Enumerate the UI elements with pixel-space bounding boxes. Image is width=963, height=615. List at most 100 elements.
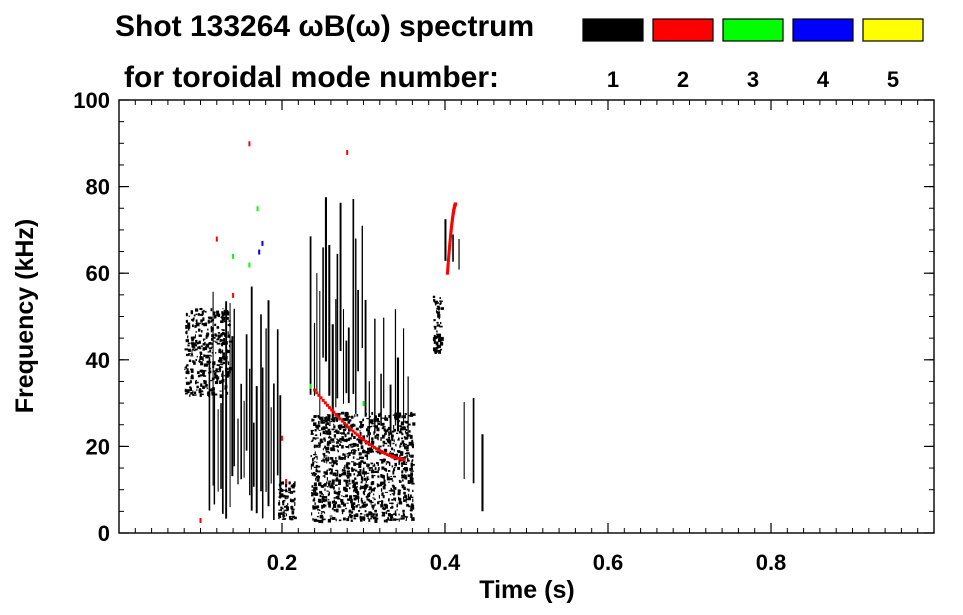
mode-1-blob-3-cell xyxy=(312,461,315,465)
mode-1-blob-3-cell xyxy=(323,429,326,431)
mode-1-blob-0-cell xyxy=(191,343,195,348)
mode-1-blob-3-cell xyxy=(319,514,324,519)
mode-1-blob-3-cell xyxy=(370,462,374,465)
mode-1-blob-0-cell xyxy=(200,361,202,365)
mode-1-blob-3-cell xyxy=(357,448,360,452)
mode-1-blob-0-cell xyxy=(205,343,210,348)
mode-1-blob-3-cell xyxy=(383,442,388,445)
x-tick-label: 0.2 xyxy=(267,550,298,575)
legend-label-mode-1: 1 xyxy=(607,67,619,92)
mode-1-blob-3-cell xyxy=(316,455,318,460)
mode-1-blob-3-cell xyxy=(324,419,328,423)
mode-1-blob-3-cell xyxy=(410,507,412,512)
mode-2-dots-2-dot xyxy=(346,149,349,155)
mode-1-blob-0-cell xyxy=(192,394,195,396)
mode-1-blob-3-cell xyxy=(407,415,412,417)
mode-1-blob-3-cell xyxy=(370,502,372,505)
mode-1-blob-3-cell xyxy=(359,438,362,443)
mode-4-dots-0 xyxy=(258,240,264,255)
mode-1-blob-0-cell xyxy=(224,311,227,316)
mode-1-blob-3-cell xyxy=(367,517,369,519)
mode-1-blob-3-cell xyxy=(407,493,410,498)
mode-1-blob-3-cell xyxy=(370,489,373,493)
mode-1-blob-3-cell xyxy=(370,448,374,453)
mode-1-blob-3-cell xyxy=(393,425,395,429)
mode-1-blob-3-cell xyxy=(331,507,334,510)
mode-1-blob-3-cell xyxy=(391,502,394,505)
mode-1-blob-2-cell xyxy=(287,495,289,498)
mode-1-blob-3-cell xyxy=(388,498,390,502)
mode-2-curve-1-pt xyxy=(450,221,454,225)
mode-1-blob-3-cell xyxy=(354,443,357,446)
mode-1-blob-6-cell xyxy=(436,341,439,346)
mode-2-dots-2-dot xyxy=(281,435,283,441)
mode-1-blob-2-cell xyxy=(288,515,292,520)
mode-1-blob-3-cell xyxy=(334,435,336,439)
mode-1-blob-0-cell xyxy=(195,313,198,316)
mode-1-blob-3-cell xyxy=(335,429,338,432)
mode-1-blob-3-cell xyxy=(373,493,375,496)
mode-1-blob-6-cell xyxy=(437,334,441,338)
mode-1-blob-3-cell xyxy=(362,470,366,475)
mode-1-blob-3-cell xyxy=(310,433,314,435)
mode-1-blob-3-cell xyxy=(329,468,332,471)
mode-1-blob-3-cell xyxy=(343,431,345,435)
mode-1-blob-3-cell xyxy=(343,466,345,471)
axis-ticks xyxy=(119,99,934,534)
mode-1-blob-3-cell xyxy=(323,452,326,457)
mode-1-blob-0-cell xyxy=(185,339,190,343)
mode-1-blob-3-cell xyxy=(371,468,373,472)
mode-1-blob-2-cell xyxy=(278,496,280,498)
mode-1-blob-3-cell xyxy=(401,464,403,468)
mode-1-blob-3-cell xyxy=(384,484,387,487)
mode-1-blob-3-cell xyxy=(353,487,357,492)
mode-1-blob-3-cell xyxy=(372,497,375,499)
mode-1-blob-3-cell xyxy=(326,441,329,445)
mode-2-curve-0-pt xyxy=(317,393,321,397)
mode-1-blob-3-cell xyxy=(337,439,340,442)
mode-1-blob-3-cell xyxy=(319,494,322,498)
mode-1-blob-3-cell xyxy=(382,424,384,428)
mode-1-blob-0-cell xyxy=(217,336,221,339)
mode-1-blob-3-cell xyxy=(391,484,394,487)
mode-1-blob-3-cell xyxy=(380,445,382,448)
mode-1-blob-3-cell xyxy=(311,439,314,442)
mode-1-blob-3-cell xyxy=(385,519,388,523)
mode-1-blob-0-cell xyxy=(200,383,203,387)
mode-1-blob-3-cell xyxy=(310,431,313,433)
mode-1-blob-2-cell xyxy=(285,495,289,497)
mode-1-blob-3-cell xyxy=(359,515,362,520)
mode-1-blob-3-cell xyxy=(366,463,368,467)
mode-1-blob-0-cell xyxy=(214,333,217,336)
mode-1-blob-3-cell xyxy=(409,513,412,515)
mode-1-blob-0-cell xyxy=(192,317,195,320)
mode-2-curve-1-pt xyxy=(446,263,450,267)
mode-1-blob-3-cell xyxy=(353,494,356,497)
mode-1-blob-6-cell xyxy=(436,330,438,333)
mode-1-blob-2-cell xyxy=(279,494,282,498)
mode-1-blob-3-cell xyxy=(310,465,312,470)
mode-1-blob-0-cell xyxy=(203,346,205,350)
mode-1-blob-3-cell xyxy=(369,467,373,469)
mode-1-blob-3-cell xyxy=(316,515,319,518)
mode-1-blob-3-cell xyxy=(349,495,353,500)
mode-1-blob-3-cell xyxy=(367,428,369,432)
mode-1-blob-3-cell xyxy=(367,498,370,501)
mode-1-blob-2-cell xyxy=(278,500,280,503)
mode-1-blob-2-cell xyxy=(282,481,284,484)
mode-1-blob-3-cell xyxy=(342,457,345,460)
mode-1-blob-3-cell xyxy=(412,413,416,416)
mode-1-blob-3-cell xyxy=(336,495,340,500)
mode-1-blob-3-cell xyxy=(321,500,323,504)
mode-1-blob-3-cell xyxy=(353,506,356,508)
mode-1-blob-3-cell xyxy=(389,494,392,496)
mode-1-blob-0-cell xyxy=(227,349,230,354)
mode-1-blob-3-cell xyxy=(325,448,328,451)
mode-1-blob-3-cell xyxy=(315,475,318,479)
mode-2-curve-1-pt xyxy=(450,220,454,224)
mode-2-curve-0-pt xyxy=(364,440,368,444)
mode-2-dots-2-dot xyxy=(248,141,251,147)
mode-1-blob-0-cell xyxy=(200,355,203,360)
mode-1-blob-6-cell xyxy=(437,312,440,317)
mode-2-curve-0-pt xyxy=(366,441,370,445)
